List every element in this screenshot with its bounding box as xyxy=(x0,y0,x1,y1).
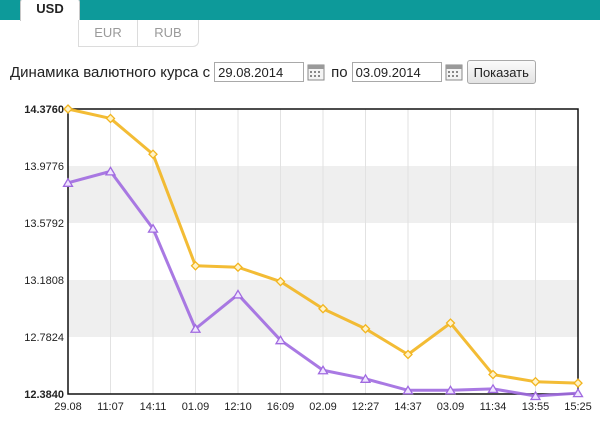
calendar-icon[interactable] xyxy=(445,63,463,81)
calendar-icon[interactable] xyxy=(307,63,325,81)
data-point xyxy=(445,318,456,328)
filter-label: Динамика валютного курса с xyxy=(10,63,211,81)
x-tick-label: 12:27 xyxy=(352,401,380,413)
data-point xyxy=(360,323,371,334)
x-tick-label: 16:09 xyxy=(267,401,295,413)
data-point xyxy=(402,385,414,395)
plot-frame xyxy=(67,108,579,395)
data-point xyxy=(444,385,457,395)
data-point xyxy=(573,378,583,389)
date-to-input[interactable] xyxy=(351,62,442,82)
data-point xyxy=(104,166,117,176)
x-tick-label: 11:34 xyxy=(480,401,507,413)
data-point xyxy=(63,104,73,114)
data-point xyxy=(318,303,328,314)
data-point xyxy=(359,373,372,383)
data-point xyxy=(403,349,413,360)
data-point xyxy=(233,262,243,273)
x-tick-label: 11:07 xyxy=(97,401,124,413)
date-filter: Динамика валютного курса с по Показать xyxy=(10,60,536,84)
y-tick-label: 14.3760 xyxy=(24,104,64,116)
data-point xyxy=(105,113,116,124)
x-tick-label: 03.09 xyxy=(437,401,465,413)
tab-eur[interactable]: EUR xyxy=(78,20,138,47)
tab-usd[interactable]: USD xyxy=(20,0,80,21)
to-label: по xyxy=(331,63,348,81)
currency-subtabs: EUR RUB xyxy=(78,20,199,47)
x-tick-label: 13:55 xyxy=(522,401,550,413)
date-from-input[interactable] xyxy=(214,62,305,82)
x-tick-label: 15:25 xyxy=(564,401,592,413)
x-tick-label: 02.09 xyxy=(309,401,337,413)
data-point xyxy=(190,260,201,271)
exchange-rate-chart: 14.3760 13.9776 13.5792 13.1808 12.7824 12.38… xyxy=(24,104,592,413)
y-tick-label: 13.9776 xyxy=(24,161,64,173)
data-point xyxy=(572,387,584,398)
x-tick-label: 12:10 xyxy=(224,401,252,413)
data-point xyxy=(274,334,287,345)
data-point xyxy=(148,149,158,160)
data-point xyxy=(275,276,286,287)
x-tick-label: 29.08 xyxy=(54,401,82,413)
show-button[interactable]: Показать xyxy=(466,60,536,84)
y-tick-label: 12.3840 xyxy=(24,389,64,401)
data-point xyxy=(487,383,499,393)
data-point xyxy=(62,177,74,187)
data-point xyxy=(488,369,498,380)
data-point xyxy=(530,376,541,387)
y-tick-label: 12.7824 xyxy=(24,332,64,344)
data-point xyxy=(317,364,329,375)
x-tick-label: 14:37 xyxy=(394,401,422,413)
data-point xyxy=(189,323,202,333)
tab-rub[interactable]: RUB xyxy=(137,20,199,47)
y-tick-label: 13.1808 xyxy=(24,275,64,287)
data-point xyxy=(529,390,542,401)
top-bar xyxy=(0,0,600,20)
x-tick-label: 01.09 xyxy=(182,401,210,413)
y-tick-label: 13.5792 xyxy=(24,218,64,230)
data-point xyxy=(232,289,244,299)
data-point xyxy=(147,223,159,233)
x-tick-label: 14:11 xyxy=(140,401,167,413)
